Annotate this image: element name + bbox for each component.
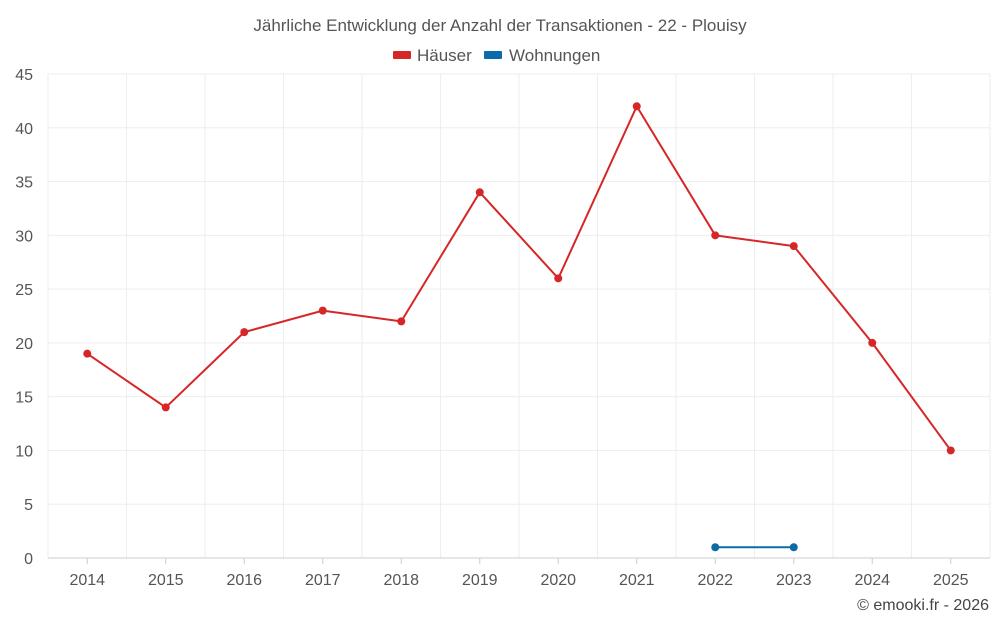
legend-item-wohnungen[interactable]: Wohnungen [484,46,600,65]
x-tick-label: 2020 [540,572,576,589]
series-layer [83,102,955,552]
y-tick-label: 10 [15,443,33,460]
grid [47,73,991,559]
data-point-wohnungen[interactable] [711,543,720,552]
x-tick-label: 2024 [854,572,890,589]
data-point-haeuser[interactable] [946,446,955,455]
data-point-haeuser[interactable] [711,231,720,240]
legend-label-haeuser: Häuser [417,46,472,65]
data-point-haeuser[interactable] [240,328,249,337]
data-point-haeuser[interactable] [789,242,798,251]
chart-title: Jährliche Entwicklung der Anzahl der Tra… [253,16,747,35]
y-tick-label: 20 [15,336,33,353]
x-axis: 2014 2015 2016 2017 2018 2019 2020 2021 2022 2023… [48,557,990,589]
credit-text: © emooki.fr - 2026 [857,597,989,614]
x-tick-label: 2015 [148,572,184,589]
legend-swatch-haeuser [393,51,411,59]
data-point-haeuser[interactable] [868,338,877,347]
y-tick-label: 35 [15,175,33,192]
series-line-haeuser [86,105,952,452]
x-tick-label: 2014 [69,572,105,589]
y-tick-label: 45 [15,67,33,84]
data-point-haeuser[interactable] [397,317,406,326]
x-tick-label: 2021 [619,572,655,589]
data-point-haeuser[interactable] [318,306,327,315]
y-tick-label: 40 [15,121,33,138]
y-tick-label: 15 [15,390,33,407]
data-point-wohnungen[interactable] [789,543,798,552]
x-tick-label: 2019 [462,572,498,589]
y-axis: 0 5 10 15 20 25 30 35 40 45 [15,67,33,568]
x-tick-label: 2025 [933,572,969,589]
legend-swatch-wohnungen [484,51,502,59]
x-tick-label: 2023 [776,572,812,589]
data-point-haeuser[interactable] [161,403,170,412]
y-tick-label: 30 [15,228,33,245]
y-tick-label: 5 [24,497,33,514]
x-tick-label: 2022 [697,572,733,589]
legend-label-wohnungen: Wohnungen [509,46,600,65]
data-point-haeuser[interactable] [83,349,92,358]
legend: Häuser Wohnungen [393,46,600,65]
x-tick-label: 2017 [305,572,341,589]
data-point-haeuser[interactable] [475,188,484,197]
y-tick-label: 25 [15,282,33,299]
data-point-haeuser[interactable] [554,274,563,283]
x-tick-label: 2018 [383,572,419,589]
x-tick-label: 2016 [226,572,262,589]
legend-item-haeuser[interactable]: Häuser [393,46,472,65]
data-point-haeuser[interactable] [632,102,641,111]
y-tick-label: 0 [24,551,33,568]
